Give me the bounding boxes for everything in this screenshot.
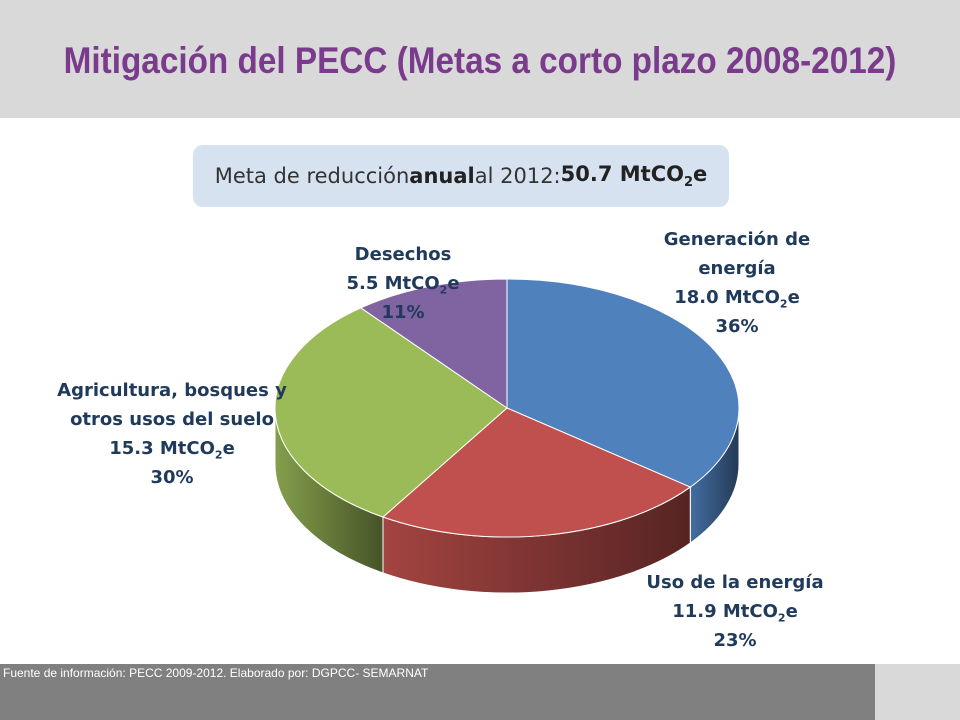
slice-name-line: Desechos xyxy=(354,244,452,265)
slice-value: 5.5 MtCO2e xyxy=(346,273,460,297)
slice-name-line: otros usos del suelo xyxy=(70,409,274,430)
slice-value: 18.0 MtCO2e xyxy=(674,287,800,311)
slice-value: 11.9 MtCO2e xyxy=(672,601,798,625)
slice-label-uso-energia: Uso de la energía 11.9 MtCO2e 23% xyxy=(610,568,860,655)
slice-value: 15.3 MtCO2e xyxy=(109,438,235,462)
title-band xyxy=(0,0,960,118)
slice-percent: 36% xyxy=(715,316,759,337)
slide-title: Mitigación del PECC (Metas a corto plazo… xyxy=(63,40,897,81)
slice-percent: 30% xyxy=(150,467,194,488)
pie-slice xyxy=(359,278,508,409)
slice-name-line: Generación de xyxy=(663,229,811,250)
slice-percent: 11% xyxy=(381,302,425,323)
goal-prefix: Meta de reducción xyxy=(214,164,410,188)
annual-goal-box: Meta de reducción anual al 2012: 50.7 Mt… xyxy=(193,145,729,207)
pie-slice xyxy=(506,278,740,488)
slice-name-line: energía xyxy=(698,258,776,279)
slice-label-generacion: Generación de energía 18.0 MtCO2e 36% xyxy=(612,225,862,341)
slice-name-line: Uso de la energía xyxy=(646,572,824,593)
slice-name-line: Agricultura, bosques y xyxy=(57,380,287,401)
pie-slice xyxy=(274,307,508,518)
source-note: Fuente de información: PECC 2009-2012. E… xyxy=(3,666,429,680)
goal-middle: al 2012: xyxy=(474,164,561,188)
goal-emphasis: anual xyxy=(409,164,475,188)
slice-percent: 23% xyxy=(713,630,757,651)
footer-corner xyxy=(875,664,960,720)
slice-label-desechos: Desechos 5.5 MtCO2e 11% xyxy=(318,240,488,327)
pie-slice xyxy=(382,407,692,538)
goal-value: 50.7 MtCO2e xyxy=(560,161,708,191)
footer-bar: Fuente de información: PECC 2009-2012. E… xyxy=(0,664,875,720)
slice-label-agricultura: Agricultura, bosques y otros usos del su… xyxy=(42,376,302,492)
